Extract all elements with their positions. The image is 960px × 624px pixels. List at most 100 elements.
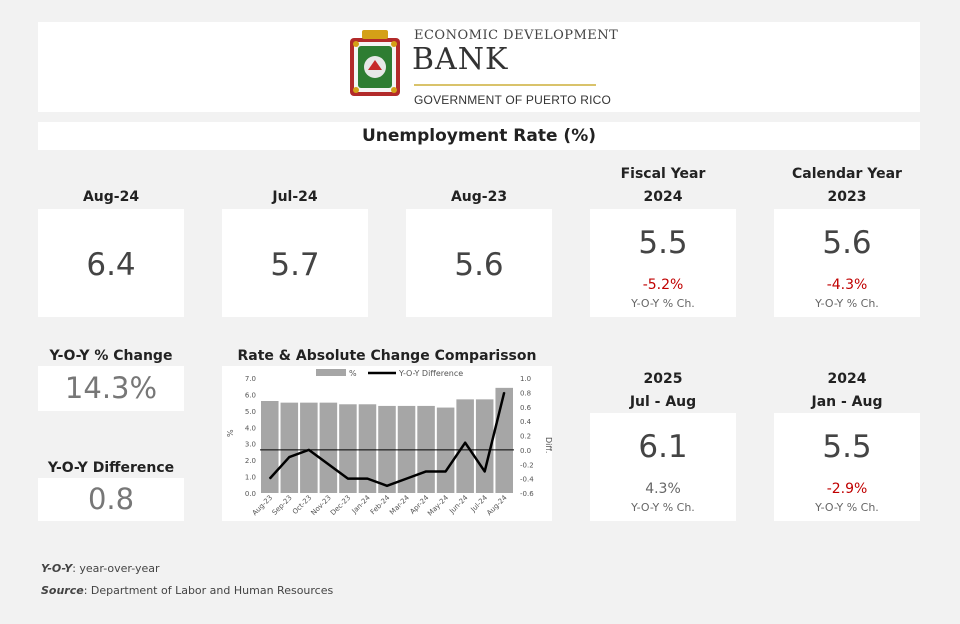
difference-point [308, 449, 310, 451]
bar [456, 399, 474, 493]
card-ytd24-label1: 2024 [827, 371, 867, 387]
y-tick-label: 6.0 [245, 391, 256, 399]
legend-swatch-bar [316, 369, 346, 376]
bank-line1: ECONOMIC DEVELOPMENT [414, 28, 619, 43]
card-cy: 5.6 -4.3% Y-O-Y % Ch. [774, 209, 920, 317]
x-tick-label: Jun-24 [447, 493, 470, 516]
bar [475, 399, 494, 493]
card-ytd25: 6.1 4.3% Y-O-Y % Ch. [590, 413, 736, 521]
bar [358, 404, 377, 493]
difference-point [425, 470, 427, 472]
difference-point [366, 478, 368, 480]
y2-tick-label: 0.8 [520, 389, 531, 397]
legend-label-line: Y-O-Y Difference [398, 369, 463, 378]
footer-source-text: : Department of Labor and Human Resource… [83, 584, 334, 597]
footer-source: Source: Department of Labor and Human Re… [41, 584, 333, 597]
y-tick-label: 7.0 [245, 375, 256, 383]
difference-point [406, 478, 408, 480]
y2-tick-label: 0.4 [520, 418, 532, 426]
y2-tick-label: -0.6 [520, 490, 534, 498]
yoy-change-card: 14.3% [38, 366, 184, 411]
card-cy-label2: 2023 [827, 189, 867, 205]
y2-tick-label: 0.6 [520, 404, 532, 412]
bar [300, 402, 318, 493]
header-banner: ECONOMIC DEVELOPMENT BANK GOVERNMENT OF … [38, 22, 920, 112]
card-ytd25-value: 6.1 [638, 429, 688, 465]
y2-tick-label: -0.4 [520, 476, 534, 484]
y2-tick-label: 0.2 [520, 433, 531, 441]
bar [339, 404, 357, 493]
difference-point [484, 470, 486, 472]
card-aug24-value: 6.4 [86, 247, 136, 283]
card-aug23-value: 5.6 [454, 247, 504, 283]
x-tick-label: Dec-23 [329, 494, 352, 517]
card-jul24: 5.7 [222, 209, 368, 317]
y2-tick-label: 0.0 [520, 447, 531, 455]
footer-yoy-text: : year-over-year [72, 562, 160, 575]
card-aug23: 5.6 [406, 209, 552, 317]
bar [495, 387, 513, 493]
difference-point [288, 456, 290, 458]
card-ytd24-label2: Jan - Aug [811, 394, 883, 410]
yoy-diff-value: 0.8 [87, 482, 135, 516]
difference-point [503, 391, 505, 393]
card-cy-change: -4.3% [826, 277, 868, 293]
y2-axis-label: Diff. [544, 437, 552, 453]
difference-point [464, 442, 466, 444]
card-ytd25-change: 4.3% [645, 481, 681, 497]
card-jul24-value: 5.7 [270, 247, 320, 283]
difference-point [269, 478, 271, 480]
footer-yoy-term: Y-O-Y [41, 562, 73, 575]
x-tick-label: Feb-24 [369, 493, 392, 516]
y-axis-label: % [226, 429, 235, 437]
x-tick-label: Jan-24 [350, 493, 372, 515]
card-fy-value: 5.5 [638, 225, 688, 261]
yoy-change-label: Y-O-Y % Change [49, 348, 173, 364]
card-ytd24-change: -2.9% [826, 481, 868, 497]
difference-point [386, 485, 388, 487]
x-tick-label: Sep-23 [271, 494, 294, 517]
y-tick-label: 4.0 [245, 424, 256, 432]
difference-point [327, 463, 329, 465]
card-cy-note: Y-O-Y % Ch. [815, 297, 879, 310]
y2-tick-label: -0.2 [520, 461, 534, 469]
card-aug23-label: Aug-23 [450, 189, 508, 205]
card-ytd24: 5.5 -2.9% Y-O-Y % Ch. [774, 413, 920, 521]
x-tick-label: Mar-24 [388, 493, 411, 516]
x-tick-label: Aug-24 [485, 493, 509, 517]
card-fy-label2: 2024 [643, 189, 683, 205]
y-tick-label: 3.0 [245, 441, 256, 449]
y-tick-label: 5.0 [245, 408, 256, 416]
card-fy-label1: Fiscal Year [620, 166, 706, 182]
bar [261, 401, 279, 493]
card-fy-note: Y-O-Y % Ch. [631, 297, 695, 310]
yoy-diff-card: 0.8 [38, 478, 184, 521]
y2-tick-label: 1.0 [520, 375, 531, 383]
footer-source-term: Source [41, 584, 84, 597]
card-ytd25-note: Y-O-Y % Ch. [631, 501, 695, 514]
bank-line2: BANK [412, 42, 509, 77]
card-fy: 5.5 -5.2% Y-O-Y % Ch. [590, 209, 736, 317]
card-ytd24-value: 5.5 [822, 429, 872, 465]
bar [319, 402, 338, 493]
page-title: Unemployment Rate (%) [38, 122, 920, 150]
card-ytd25-label2: Jul - Aug [629, 394, 697, 410]
yoy-change-value: 14.3% [64, 371, 158, 405]
bank-line3: GOVERNMENT OF PUERTO RICO [414, 93, 612, 107]
y-tick-label: 2.0 [245, 457, 256, 465]
chart-legend: % Y-O-Y Difference [316, 369, 463, 378]
card-aug24-label: Aug-24 [82, 189, 140, 205]
coat-of-arms-logo [350, 30, 400, 96]
yoy-diff-label: Y-O-Y Difference [47, 460, 175, 476]
difference-point [445, 470, 447, 472]
card-fy-change: -5.2% [642, 277, 684, 293]
card-jul24-label: Jul-24 [272, 189, 318, 205]
combo-chart: % Y-O-Y Difference % Diff. 0.0 1.0 2.0 3.0 4… [226, 369, 553, 518]
card-cy-label1: Calendar Year [792, 166, 902, 182]
chart-title: Rate & Absolute Change Comparisson [237, 348, 537, 364]
x-tick-label: May-24 [426, 493, 450, 517]
y-tick-label: 0.0 [245, 490, 256, 498]
card-ytd25-label1: 2025 [643, 371, 683, 387]
logo-divider [414, 84, 596, 86]
card-cy-value: 5.6 [822, 225, 872, 261]
